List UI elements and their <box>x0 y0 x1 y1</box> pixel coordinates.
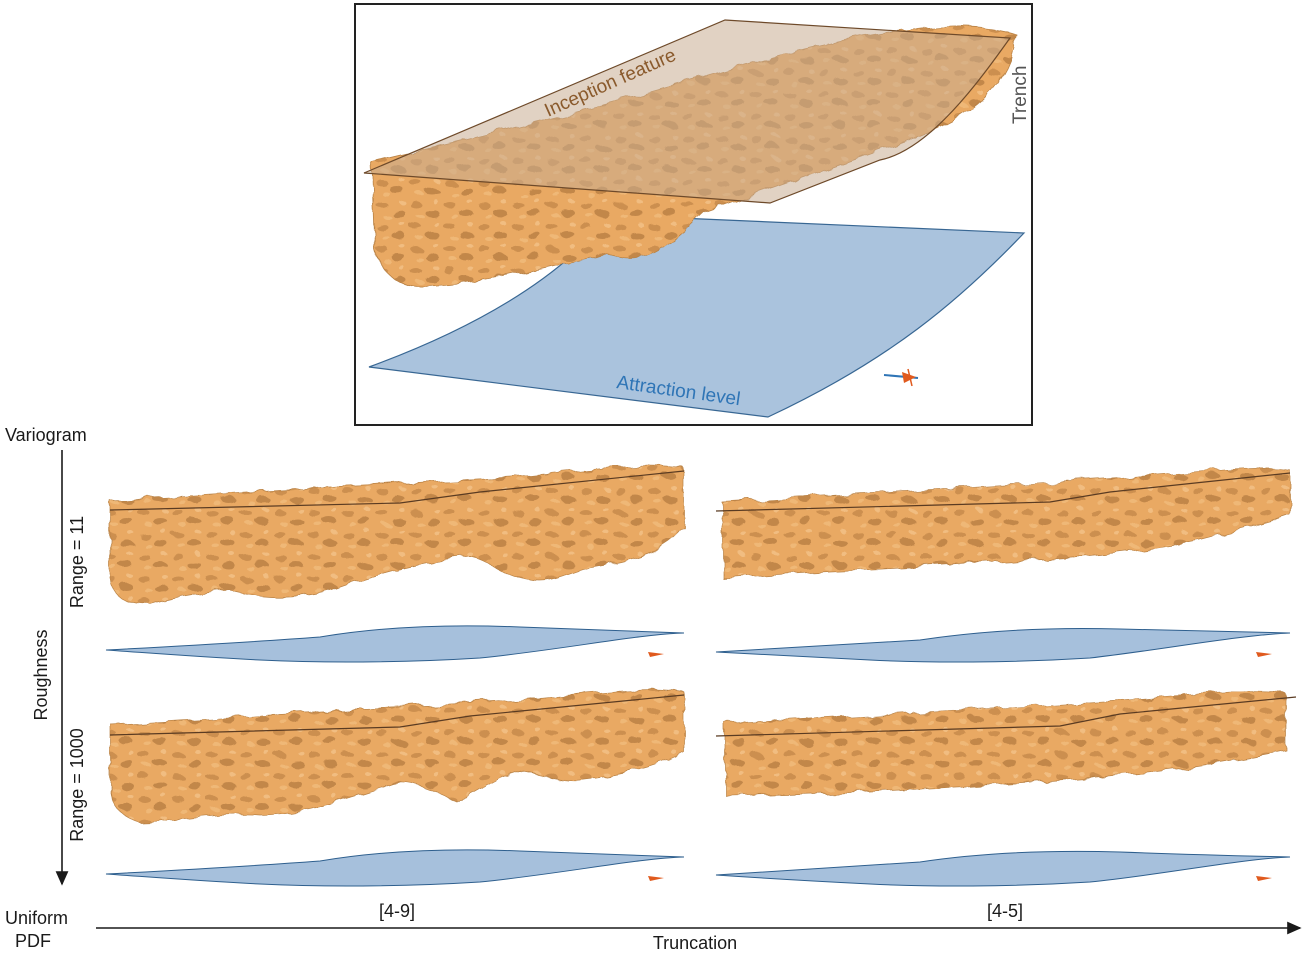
attraction-plane <box>715 628 1291 663</box>
row-label-range-1000: Range = 1000 <box>67 728 87 842</box>
trench-label: Trench <box>1010 66 1031 124</box>
attraction-plane <box>715 850 1291 887</box>
axes: Variogram Roughness Uniform PDF Truncati… <box>5 425 1302 953</box>
orientation-icon <box>1256 652 1272 657</box>
karst-body <box>725 691 1287 797</box>
inception-line <box>109 470 685 511</box>
row-label-range-11: Range = 11 <box>67 516 87 608</box>
pdf-label: PDF <box>15 931 51 951</box>
karst-body <box>109 689 685 823</box>
inception-line <box>715 696 1297 737</box>
top-panel: Inception feature Trench Attraction leve… <box>354 3 1033 426</box>
inception-line <box>109 694 685 736</box>
orientation-icon <box>883 368 919 387</box>
inception-feature-plane <box>363 19 1012 204</box>
simulation-range1000-trunc4-9 <box>105 689 685 887</box>
roughness-label: Roughness <box>31 629 51 720</box>
uniform-label: Uniform <box>5 908 68 928</box>
orientation-icon <box>648 876 664 881</box>
simulation-range11-trunc4-5 <box>715 467 1291 663</box>
attraction-plane <box>105 625 685 663</box>
orientation-icon <box>1256 876 1272 881</box>
karst-body <box>109 465 685 605</box>
inception-line <box>715 472 1291 512</box>
karst-body <box>721 467 1291 579</box>
simulation-range1000-trunc4-5 <box>715 691 1297 887</box>
orientation-icon <box>648 652 664 657</box>
attraction-level-plane <box>368 214 1026 418</box>
column-label-4-9: [4-9] <box>379 901 415 921</box>
simulation-range11-trunc4-9 <box>105 465 685 663</box>
attraction-plane <box>105 849 685 887</box>
truncation-label: Truncation <box>653 933 737 953</box>
variogram-label: Variogram <box>5 425 87 445</box>
column-label-4-5: [4-5] <box>987 901 1023 921</box>
